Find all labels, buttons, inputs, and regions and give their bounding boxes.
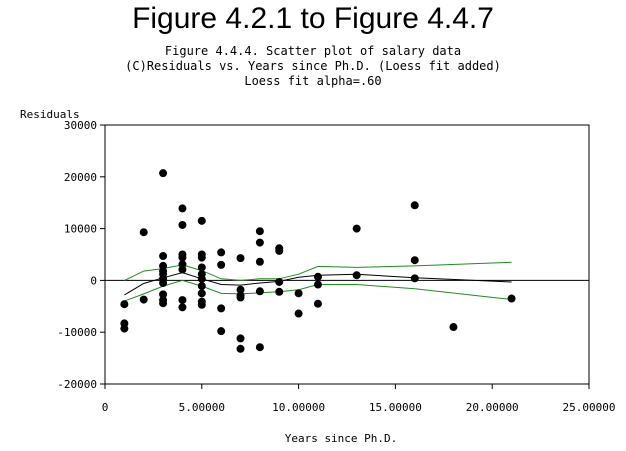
x-tick-label: 20.00000 — [466, 401, 519, 414]
data-point — [275, 246, 284, 255]
data-point — [217, 248, 226, 257]
data-point — [313, 299, 322, 308]
x-tick-label: 0 — [102, 401, 109, 414]
data-points — [120, 169, 516, 353]
data-point — [275, 277, 284, 286]
data-point — [275, 287, 284, 296]
data-point — [410, 274, 419, 283]
data-point — [236, 285, 245, 294]
data-point — [159, 278, 168, 287]
data-point — [178, 253, 187, 262]
data-point — [159, 290, 168, 299]
data-point — [236, 293, 245, 302]
data-point — [217, 260, 226, 269]
figure-title: Figure 4.2.1 to Figure 4.4.7 — [132, 2, 494, 35]
data-point — [120, 300, 129, 309]
data-point — [178, 220, 187, 229]
data-point — [352, 271, 361, 280]
x-tick-label: 25.00000 — [563, 401, 616, 414]
y-axis-label: Residuals — [20, 108, 80, 121]
data-point — [294, 309, 303, 318]
chart-note: Loess fit alpha=.60 — [244, 74, 382, 88]
data-point — [178, 303, 187, 312]
y-tick-label: 0 — [90, 274, 97, 287]
data-point — [120, 324, 129, 333]
data-point — [236, 254, 245, 263]
axis-labels: -20000 -10000 0 10000 20000 30000 0 5.00000 10.0… — [20, 108, 615, 445]
x-tick-label: 15.00000 — [369, 401, 422, 414]
y-tick-label: 20000 — [64, 171, 97, 184]
data-point — [255, 287, 264, 296]
data-point — [217, 304, 226, 313]
data-point — [178, 265, 187, 274]
data-point — [410, 201, 419, 210]
data-point — [139, 228, 148, 237]
data-point — [255, 343, 264, 352]
data-point — [178, 204, 187, 213]
data-point — [507, 294, 516, 303]
data-point — [197, 274, 206, 283]
data-point — [449, 323, 458, 332]
data-point — [197, 263, 206, 272]
data-point — [255, 257, 264, 266]
x-tick-label: 10.00000 — [272, 401, 325, 414]
data-point — [313, 280, 322, 289]
data-point — [197, 300, 206, 309]
data-point — [197, 253, 206, 262]
data-point — [197, 289, 206, 298]
data-point — [294, 289, 303, 298]
data-point — [139, 295, 148, 304]
data-point — [255, 238, 264, 247]
data-point — [159, 252, 168, 261]
data-point — [236, 334, 245, 343]
y-tick-label: 30000 — [64, 119, 97, 132]
data-point — [178, 296, 187, 305]
data-point — [159, 299, 168, 308]
x-axis-label: Years since Ph.D. — [285, 432, 398, 445]
data-point — [313, 272, 322, 281]
y-tick-label: -20000 — [57, 378, 97, 391]
data-point — [236, 344, 245, 353]
data-point — [217, 327, 226, 336]
data-point — [159, 169, 168, 178]
y-tick-label: 10000 — [64, 223, 97, 236]
data-point — [410, 256, 419, 265]
y-tick-label: -10000 — [57, 326, 97, 339]
data-point — [255, 227, 264, 236]
data-point — [197, 282, 206, 291]
plot-frame — [104, 124, 590, 385]
x-tick-label: 5.00000 — [179, 401, 225, 414]
data-point — [352, 224, 361, 233]
data-point — [197, 216, 206, 225]
chart-subtitle: (C)Residuals vs. Years since Ph.D. (Loes… — [125, 59, 501, 73]
chart-title: Figure 4.4.4. Scatter plot of salary dat… — [164, 44, 462, 58]
axes — [100, 124, 590, 389]
